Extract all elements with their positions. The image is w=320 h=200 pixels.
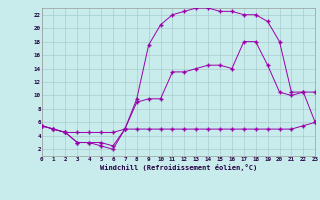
X-axis label: Windchill (Refroidissement éolien,°C): Windchill (Refroidissement éolien,°C) bbox=[100, 164, 257, 171]
